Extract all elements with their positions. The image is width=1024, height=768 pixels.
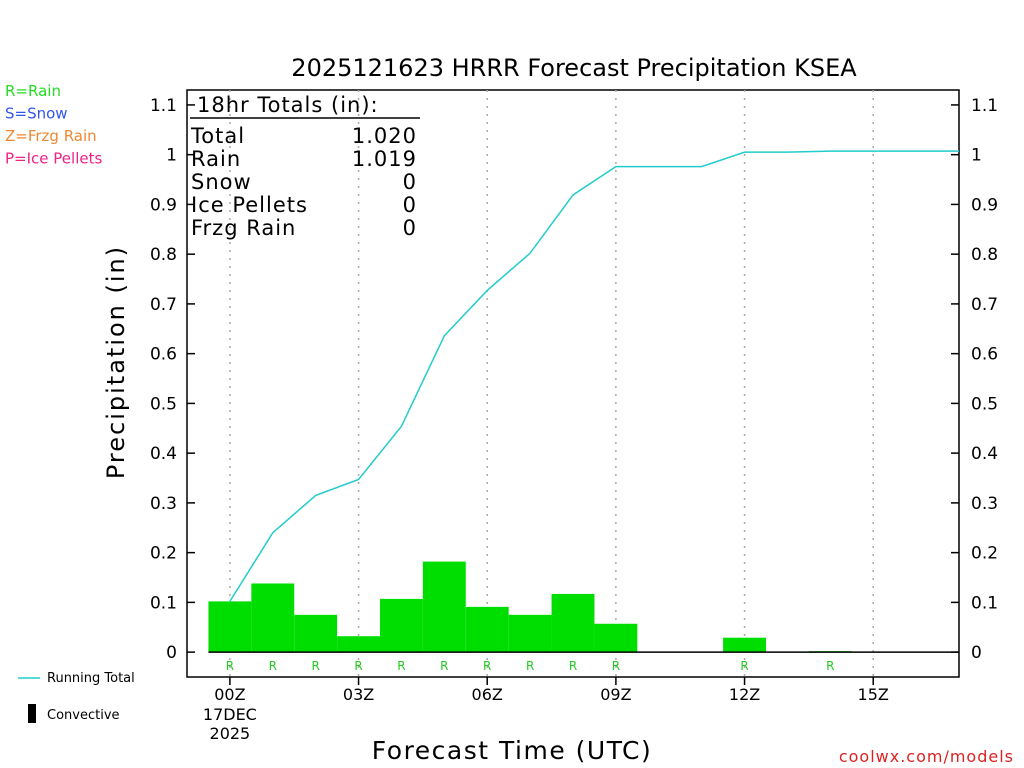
totals-row-value: 1.019 bbox=[352, 147, 417, 171]
y-tick-label-right: 0.5 bbox=[971, 394, 998, 414]
y-tick-label-right: 0.2 bbox=[971, 544, 998, 564]
precip-bar bbox=[208, 601, 252, 653]
y-tick-label-left: 1.1 bbox=[150, 96, 177, 116]
totals-row-value: 0 bbox=[403, 193, 417, 217]
plot-frame bbox=[186, 89, 960, 678]
precip-type-marker: R bbox=[612, 659, 620, 673]
credit-text: coolwx.com/models bbox=[839, 747, 1014, 766]
precip-bar bbox=[337, 636, 380, 653]
precip-bar bbox=[251, 583, 295, 653]
precip-type-marker: R bbox=[354, 659, 362, 673]
x-axis-label: Forecast Time (UTC) bbox=[372, 736, 652, 765]
y-tick-label-left: 0.1 bbox=[150, 593, 177, 613]
totals-row-label: Total bbox=[190, 124, 245, 148]
running-total-layer bbox=[229, 150, 959, 602]
precip-bar bbox=[465, 606, 509, 653]
y-tick-label-right: 0.3 bbox=[971, 494, 998, 514]
y-tick-label-right: 0 bbox=[971, 643, 982, 663]
y-tick-label-left: 0.3 bbox=[150, 494, 177, 514]
y-tick-label-right: 0.6 bbox=[971, 345, 998, 365]
y-tick-label-left: 0 bbox=[166, 643, 177, 663]
precip-type-marker: R bbox=[397, 659, 405, 673]
y-tick-label-left: 0.7 bbox=[150, 295, 177, 315]
y-axis-right: 0 0.1 0.2 0.3 0.4 0.5 0.6 0.7 0.8 0.9 1 1.1 bbox=[951, 96, 998, 663]
x-tick-sublabel: 2025 bbox=[210, 724, 251, 743]
precip-bars bbox=[208, 561, 959, 653]
precip-legend-item: R=Rain bbox=[5, 82, 61, 100]
y-tick-label-right: 0.1 bbox=[971, 593, 998, 613]
y-tick-label-left: 0.8 bbox=[150, 245, 177, 265]
y-tick-label-right: 0.8 bbox=[971, 245, 998, 265]
y-axis-left: 0 0.1 0.2 0.3 0.4 0.5 0.6 0.7 0.8 0.9 1 1.1 bbox=[150, 96, 195, 663]
precip-bar bbox=[380, 598, 423, 653]
totals-box: 18hr Totals (in): Total 1.020 Rain 1.019 Sno… bbox=[190, 93, 420, 240]
x-tick-label: 06Z bbox=[472, 685, 503, 704]
precip-bar bbox=[551, 593, 595, 653]
y-tick-label-left: 0.9 bbox=[150, 195, 177, 215]
precip-type-marker: R bbox=[269, 659, 277, 673]
precip-type-marker: R bbox=[311, 659, 319, 673]
x-tick-label: 00Z bbox=[214, 685, 245, 704]
y-tick-label-right: 0.7 bbox=[971, 295, 998, 315]
precip-type-marker: R bbox=[526, 659, 534, 673]
grid-lines bbox=[229, 90, 874, 677]
y-tick-label-left: 1 bbox=[166, 146, 177, 166]
y-tick-label-right: 0.9 bbox=[971, 195, 998, 215]
x-tick-label: 15Z bbox=[858, 685, 889, 704]
precip-bar bbox=[294, 614, 338, 653]
precip-type-legend: R=Rain S=Snow Z=Frzg Rain P=Ice Pellets bbox=[5, 82, 102, 168]
precip-bar bbox=[723, 637, 766, 653]
totals-row-label: Rain bbox=[191, 147, 241, 171]
precip-bar bbox=[508, 614, 552, 653]
precip-bar bbox=[422, 561, 466, 653]
precip-bar bbox=[594, 623, 638, 653]
y-axis-label: Precipitation (in) bbox=[102, 245, 130, 479]
y-tick-label-left: 0.2 bbox=[150, 544, 177, 564]
convective-legend-swatch bbox=[28, 704, 36, 723]
y-tick-label-left: 0.4 bbox=[150, 444, 177, 464]
totals-row-value: 1.020 bbox=[352, 124, 417, 148]
x-tick-label: 12Z bbox=[729, 685, 760, 704]
y-tick-label-left: 0.5 bbox=[150, 394, 177, 414]
y-tick-label-left: 0.6 bbox=[150, 345, 177, 365]
precip-type-marker: R bbox=[826, 659, 834, 673]
precip-type-marker: R bbox=[440, 659, 448, 673]
totals-row-label: Ice Pellets bbox=[191, 193, 308, 217]
precip-type-marker: R bbox=[740, 659, 748, 673]
totals-row-label: Frzg Rain bbox=[191, 216, 296, 240]
running-total-legend-label: Running Total bbox=[47, 671, 135, 686]
totals-heading: 18hr Totals (in): bbox=[197, 93, 379, 117]
chart-title: 2025121623 HRRR Forecast Precipitation K… bbox=[291, 54, 857, 82]
precip-legend-item: Z=Frzg Rain bbox=[5, 127, 97, 145]
precip-legend-item: S=Snow bbox=[5, 105, 68, 123]
y-tick-label-right: 1 bbox=[971, 146, 982, 166]
y-tick-label-right: 0.4 bbox=[971, 444, 998, 464]
precip-legend-item: P=Ice Pellets bbox=[5, 150, 102, 168]
precip-type-marker: R bbox=[483, 659, 491, 673]
x-tick-label: 09Z bbox=[600, 685, 631, 704]
x-tick-sublabel: 17DEC bbox=[203, 705, 257, 724]
precip-type-marker: R bbox=[569, 659, 577, 673]
precip-type-marker: R bbox=[226, 659, 234, 673]
convective-legend-label: Convective bbox=[47, 708, 120, 723]
totals-row-label: Snow bbox=[191, 170, 252, 194]
totals-row-value: 0 bbox=[403, 170, 417, 194]
y-tick-label-right: 1.1 bbox=[971, 96, 998, 116]
x-tick-label: 03Z bbox=[343, 685, 374, 704]
running-total-line bbox=[229, 150, 959, 602]
totals-row-value: 0 bbox=[403, 216, 417, 240]
